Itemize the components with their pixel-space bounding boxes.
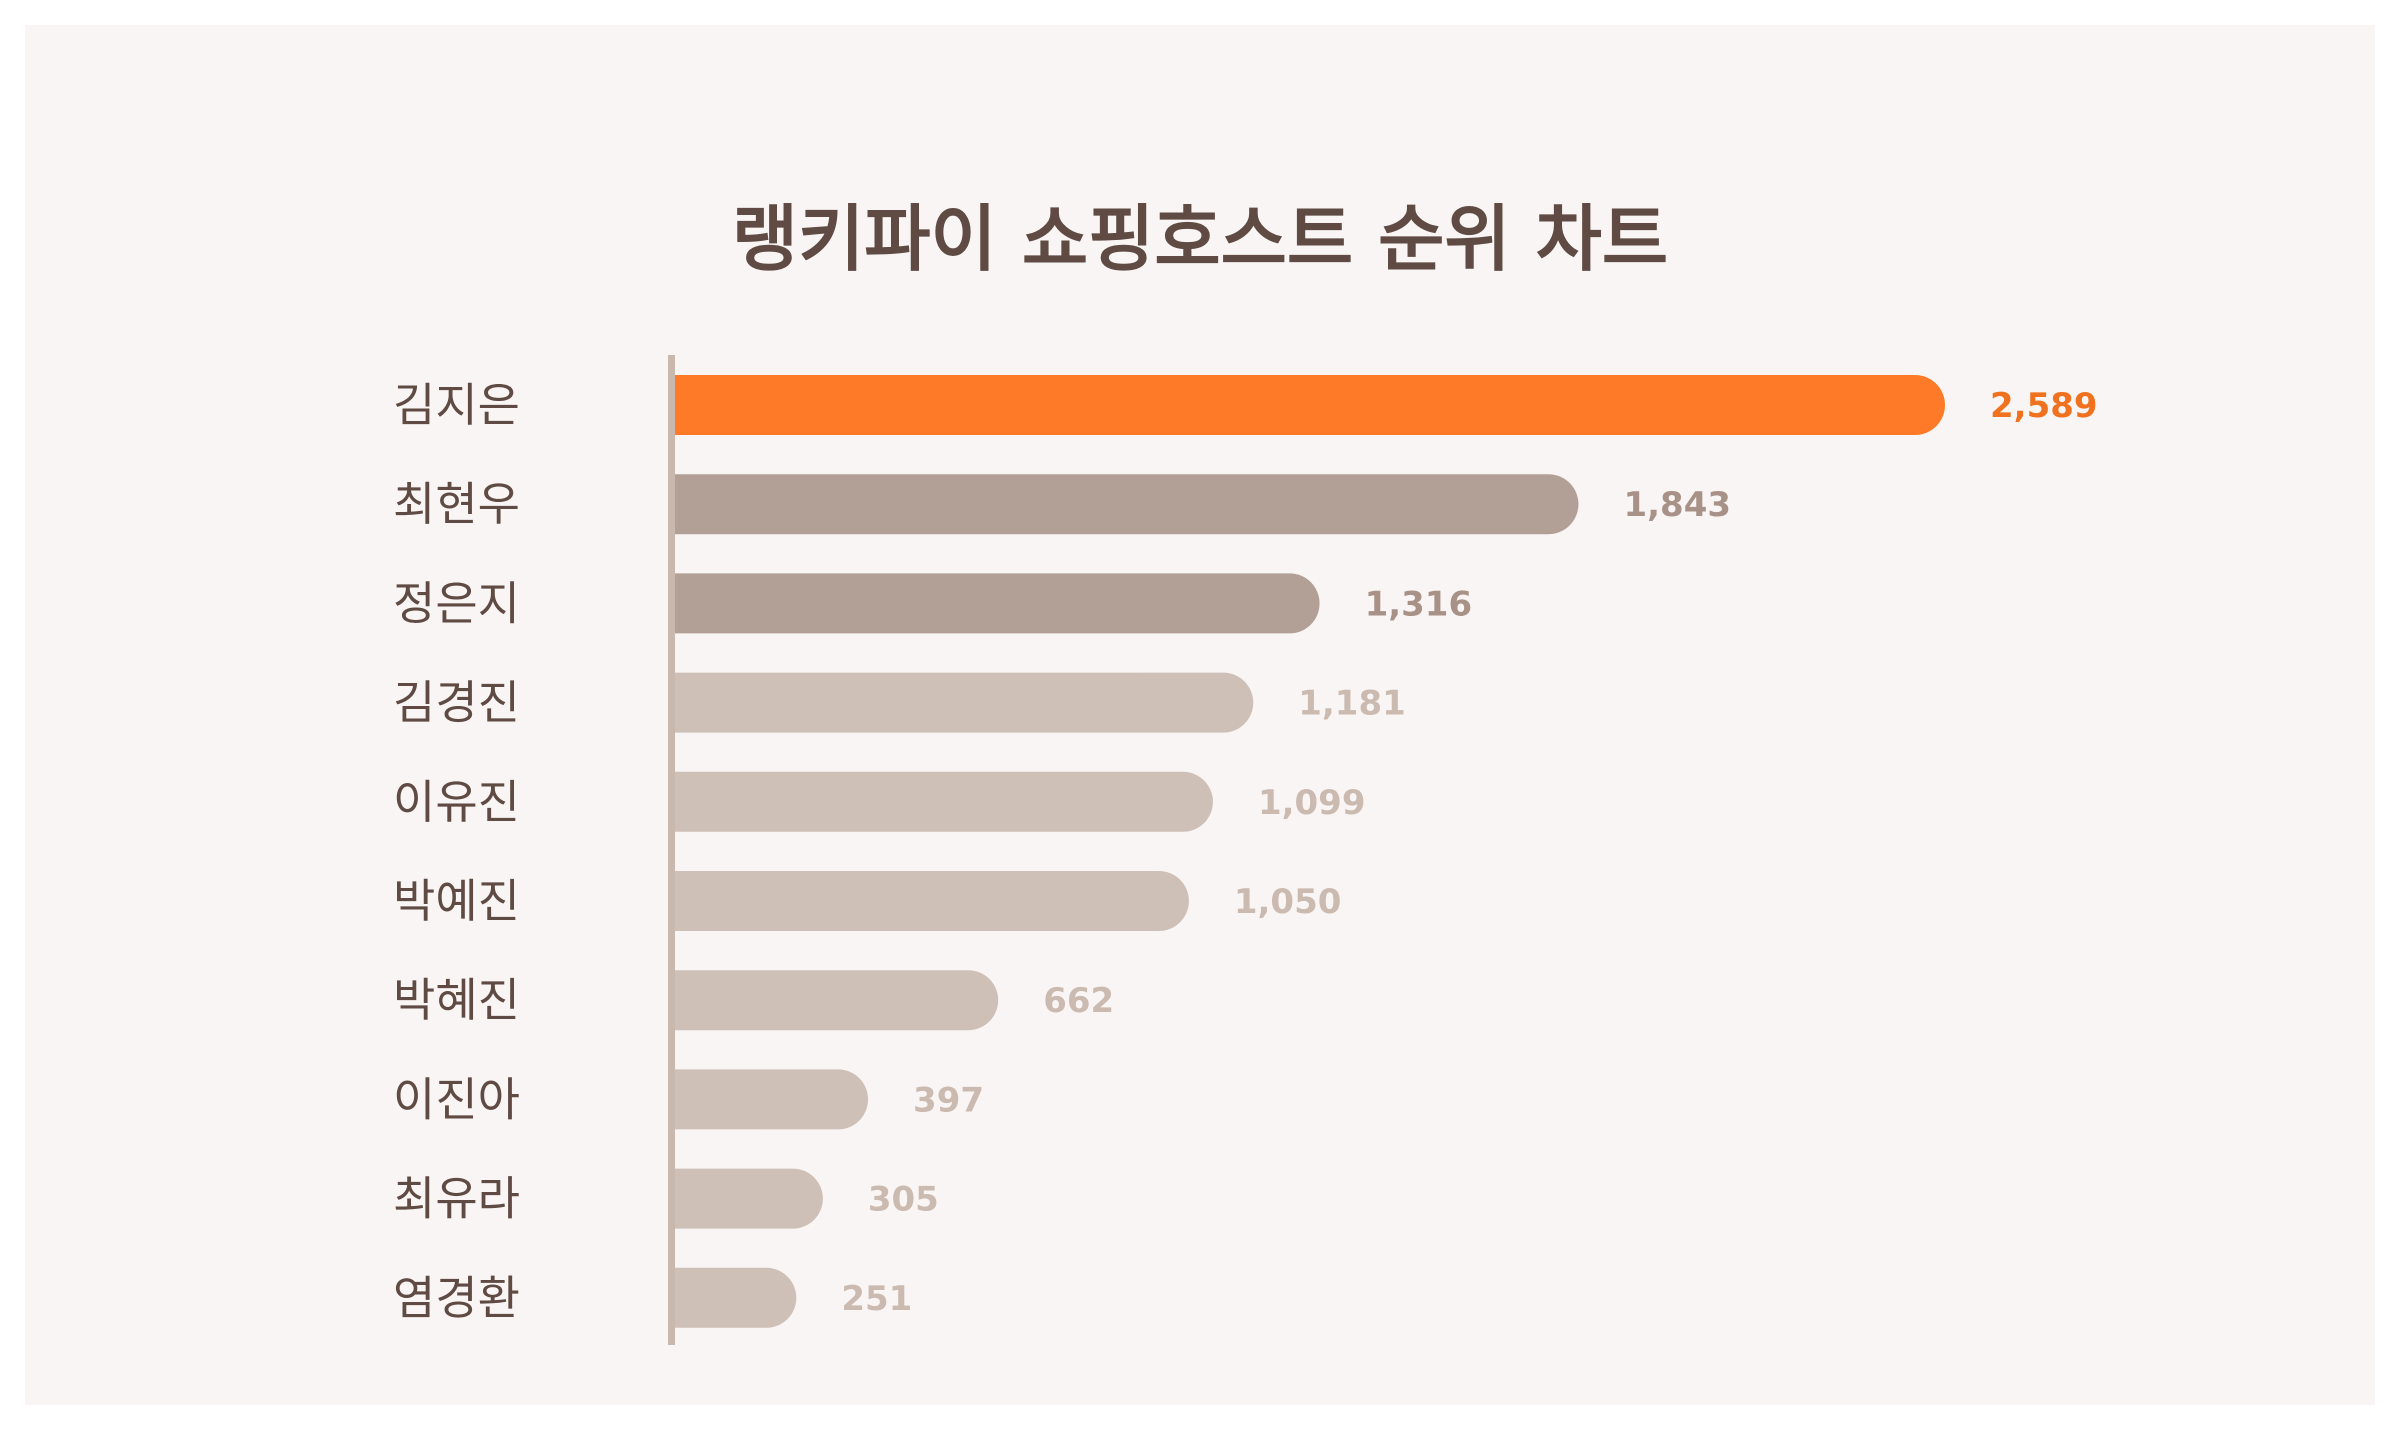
category-label-7: 박혜진 xyxy=(393,973,520,1027)
bar-9 xyxy=(673,1168,823,1229)
value-label-8: 397 xyxy=(913,1080,984,1120)
value-label-3: 1,316 xyxy=(1365,584,1473,624)
bar-7 xyxy=(673,970,999,1031)
value-label-1: 2,589 xyxy=(1990,386,2098,426)
bar-10 xyxy=(673,1267,797,1328)
value-label-5: 1,099 xyxy=(1258,783,1366,823)
bar-3 xyxy=(673,573,1320,634)
chart-title: 랭키파이 쇼핑호스트 순위 차트 xyxy=(731,197,1669,281)
y-axis-line xyxy=(668,355,675,1345)
value-label-2: 1,843 xyxy=(1623,485,1731,525)
bar-2 xyxy=(673,474,1579,535)
category-label-4: 김경진 xyxy=(393,676,520,730)
category-label-5: 이유진 xyxy=(393,775,520,829)
category-label-3: 정은지 xyxy=(393,576,520,630)
category-label-10: 염경환 xyxy=(393,1271,520,1325)
category-label-8: 이진아 xyxy=(393,1072,520,1126)
bar-5 xyxy=(673,771,1213,832)
value-label-4: 1,181 xyxy=(1298,684,1406,724)
category-label-2: 최현우 xyxy=(393,477,520,531)
bar-4 xyxy=(673,672,1254,733)
bar-8 xyxy=(673,1069,869,1130)
category-label-6: 박예진 xyxy=(393,874,520,928)
value-label-9: 305 xyxy=(868,1180,939,1220)
category-label-9: 최유라 xyxy=(393,1172,520,1226)
value-label-6: 1,050 xyxy=(1234,882,1342,922)
bar-1 xyxy=(673,375,1945,435)
bar-6 xyxy=(673,871,1189,931)
value-label-10: 251 xyxy=(841,1279,912,1319)
value-label-7: 662 xyxy=(1043,981,1114,1021)
category-label-1: 김지은 xyxy=(393,378,520,432)
